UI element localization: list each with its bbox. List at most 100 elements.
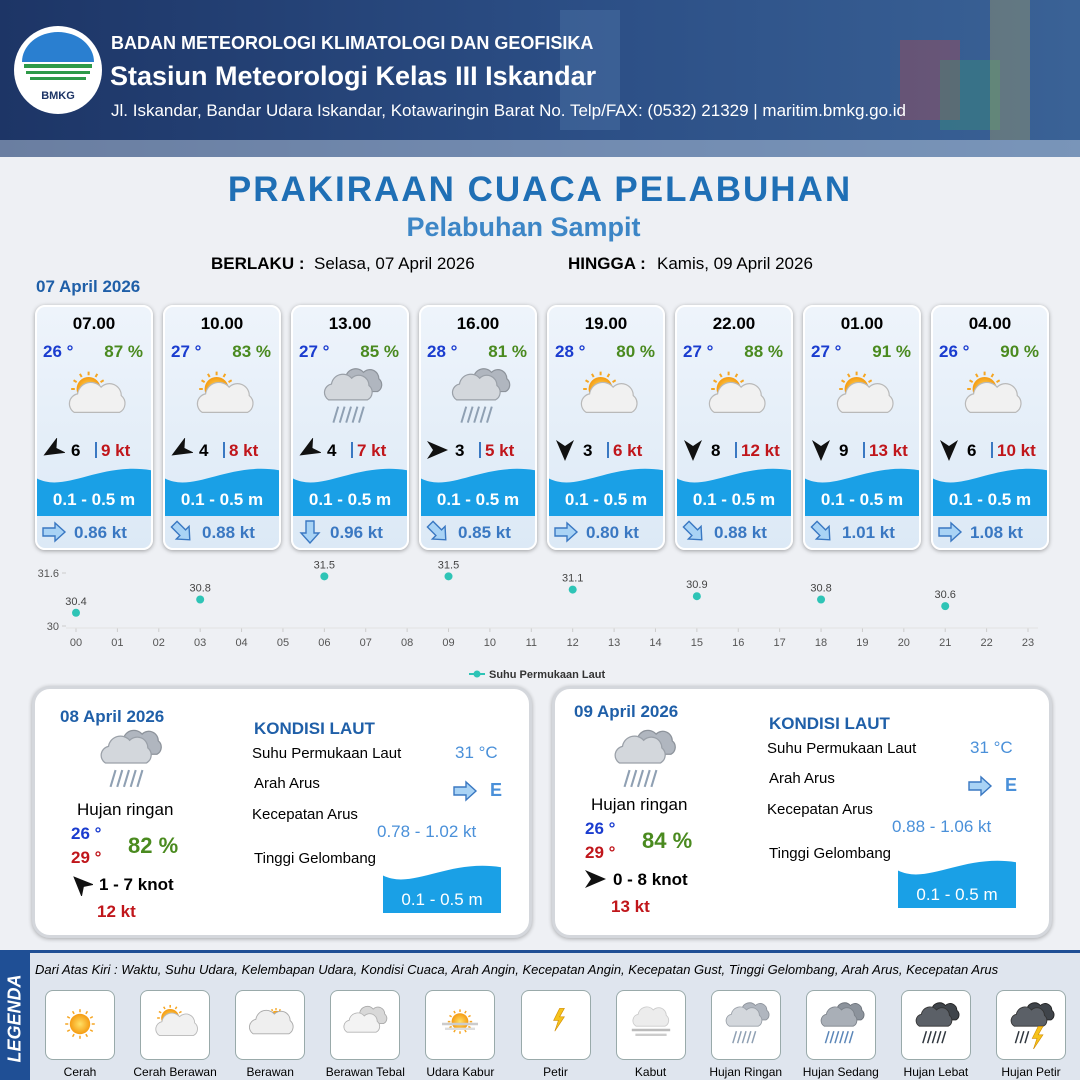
icon-part bbox=[68, 371, 126, 413]
temp-max: 29 ° bbox=[71, 848, 102, 867]
temperature: 27 ° bbox=[171, 342, 202, 361]
current-arrow bbox=[809, 520, 835, 544]
icon-part bbox=[990, 0, 1030, 140]
icon-part bbox=[421, 468, 535, 516]
icon-part bbox=[556, 440, 574, 461]
icon-part bbox=[71, 1033, 75, 1038]
icon-part bbox=[585, 870, 606, 888]
data-label: 30.4 bbox=[65, 596, 86, 608]
icon-part bbox=[964, 381, 1022, 413]
data-label: 31.1 bbox=[562, 573, 583, 585]
legend-marker bbox=[473, 670, 481, 678]
wave-value: 0.1 - 0.5 m bbox=[916, 885, 998, 904]
legend-icon-box bbox=[996, 990, 1066, 1060]
x-tick-label: 14 bbox=[649, 637, 661, 649]
y-tick-label: 30 bbox=[47, 621, 59, 633]
sst-value: 31 °C bbox=[455, 743, 498, 762]
icon-part bbox=[207, 373, 211, 378]
day-card: 08 April 2026 Hujan ringan 26 ° 29 ° 82 % 1 -… bbox=[32, 686, 532, 938]
wave-area bbox=[37, 464, 151, 516]
icon-part bbox=[552, 1008, 565, 1032]
data-point bbox=[72, 608, 80, 617]
icon-part bbox=[643, 769, 651, 788]
speed-label: Kecepatan Arus bbox=[252, 806, 358, 823]
x-tick-label: 18 bbox=[815, 637, 827, 649]
speed-value: 0.88 - 1.06 kt bbox=[892, 817, 992, 836]
icon-part bbox=[940, 440, 958, 461]
title: PRAKIRAAN CUACA PELABUHAN bbox=[227, 170, 853, 209]
icon-part bbox=[591, 373, 595, 378]
icon-part bbox=[677, 468, 791, 516]
wave-area bbox=[421, 464, 535, 516]
icon-part bbox=[682, 520, 703, 541]
icon-part bbox=[552, 1008, 565, 1032]
icon-part bbox=[165, 468, 279, 516]
icon-part bbox=[222, 373, 227, 378]
x-tick-label: 19 bbox=[856, 637, 868, 649]
sst-chart: 30 31.6 00 01 02 03 04 05 06 07 08 09 10 11 12 13 14 15 16… bbox=[38, 559, 1038, 681]
weather-icon bbox=[906, 999, 966, 1049]
weather-icon bbox=[823, 365, 903, 429]
forecast-card: 04.00 26 ° 90 % 6 10 kt 0.1 - 0.5 m 1.08 kt bbox=[931, 305, 1049, 550]
temperature: 27 ° bbox=[683, 342, 714, 361]
icon-part bbox=[37, 468, 151, 516]
x-tick-label: 01 bbox=[111, 637, 123, 649]
weather-icon bbox=[951, 365, 1031, 429]
icon-part bbox=[468, 1014, 472, 1018]
icon-part bbox=[632, 1006, 669, 1027]
data-label: 30.8 bbox=[189, 583, 210, 595]
icon-part bbox=[94, 373, 99, 378]
weather-icon bbox=[695, 365, 775, 429]
icon-part bbox=[933, 468, 1047, 516]
icon-part bbox=[708, 371, 766, 413]
separator bbox=[351, 442, 353, 458]
legend-label: Suhu Permukaan Laut bbox=[489, 669, 605, 681]
forecast-card: 16.00 28 ° 81 % 3 5 kt 0.1 - 0.5 m 0.85 kt bbox=[419, 305, 537, 550]
icon-part bbox=[847, 373, 851, 378]
temperature: 27 ° bbox=[299, 342, 330, 361]
icon-part bbox=[299, 520, 321, 545]
icon-part bbox=[812, 440, 830, 461]
data-label: 31.5 bbox=[314, 559, 335, 571]
wave-label: Tinggi Gelombang bbox=[769, 845, 892, 862]
icon-part bbox=[468, 1025, 472, 1029]
data-point bbox=[568, 585, 577, 594]
time: 01.00 bbox=[840, 314, 884, 333]
separator bbox=[735, 442, 737, 458]
forecast-card: 22.00 27 ° 88 % 8 12 kt 0.1 - 0.5 m 0.88 kt bbox=[675, 305, 793, 550]
data-label: 30.6 bbox=[935, 589, 956, 601]
current-speed: 1.01 kt bbox=[842, 523, 895, 542]
time: 22.00 bbox=[712, 314, 756, 333]
legend-icon-box bbox=[425, 990, 496, 1060]
legend-item-label: Berawan Tebal bbox=[325, 1065, 405, 1079]
icon-part bbox=[170, 520, 191, 541]
icon-part bbox=[473, 406, 480, 423]
wind-arrow bbox=[425, 438, 449, 462]
day-date: 08 April 2026 bbox=[60, 707, 165, 726]
icon-part bbox=[278, 1008, 282, 1012]
wave-height: 0.1 - 0.5 m bbox=[948, 490, 1032, 509]
icon-part bbox=[453, 780, 478, 802]
weather-icon bbox=[240, 999, 300, 1049]
icon-part bbox=[68, 381, 126, 413]
icon-part bbox=[805, 468, 919, 516]
icon-part bbox=[838, 1030, 844, 1044]
gust: 9 kt bbox=[101, 441, 131, 460]
icon-part bbox=[293, 468, 407, 516]
icon-part bbox=[249, 1009, 294, 1035]
icon-part bbox=[79, 373, 83, 378]
icon-part bbox=[421, 468, 535, 516]
to-label: HINGGA : bbox=[568, 254, 646, 273]
wave-height: 0.1 - 0.5 m bbox=[308, 490, 392, 509]
icon-part bbox=[178, 1010, 182, 1014]
icon-part bbox=[464, 1029, 468, 1033]
temp-min: 26 ° bbox=[585, 819, 616, 838]
temperature: 27 ° bbox=[811, 342, 842, 361]
icon-part bbox=[614, 735, 666, 764]
weather-icon bbox=[439, 365, 519, 429]
weather-icon bbox=[145, 999, 205, 1049]
humidity: 87 % bbox=[104, 342, 143, 361]
icon-part bbox=[741, 1030, 747, 1044]
icon-part bbox=[323, 373, 373, 401]
current-speed: 0.85 kt bbox=[458, 523, 511, 542]
